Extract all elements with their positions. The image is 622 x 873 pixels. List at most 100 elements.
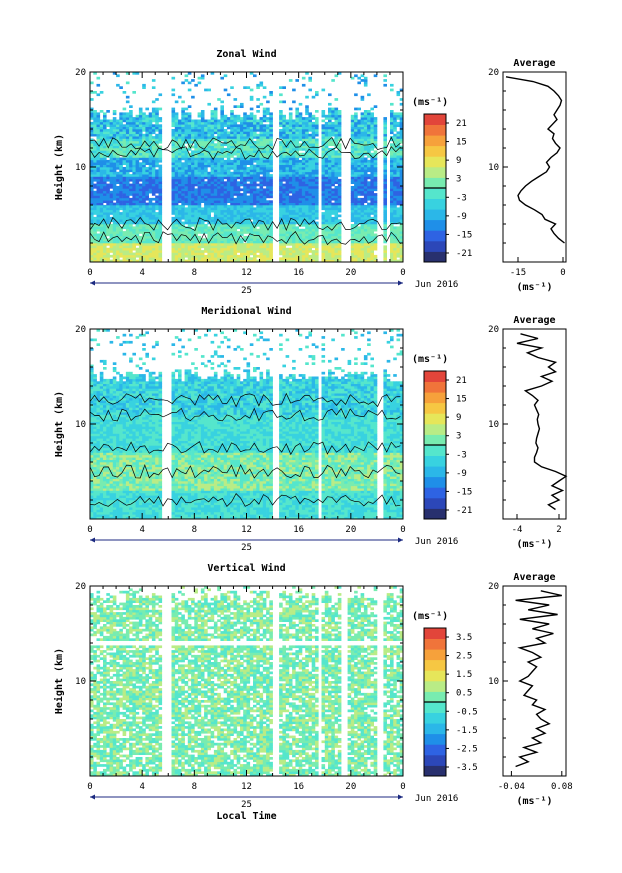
- heatmap-cell: [321, 195, 326, 199]
- heatmap-cell: [292, 240, 296, 244]
- heatmap-cell: [178, 186, 182, 189]
- heatmap-cell: [295, 183, 299, 187]
- heatmap-cell: [194, 245, 198, 249]
- heatmap-cell: [279, 207, 283, 211]
- heatmap-cell: [106, 247, 110, 251]
- heatmap-cell: [197, 254, 202, 258]
- heatmap-cell: [230, 176, 234, 180]
- heatmap-cell: [383, 121, 387, 125]
- heatmap-cell: [148, 148, 153, 151]
- heatmap-cell: [357, 212, 361, 215]
- heatmap-cell: [370, 216, 374, 220]
- heatmap-cell: [194, 243, 198, 246]
- heatmap-cell: [324, 176, 329, 180]
- heatmap-cell: [311, 181, 316, 184]
- heatmap-cell: [109, 145, 114, 149]
- heatmap-cell: [334, 257, 339, 260]
- heatmap-cell: [269, 121, 273, 125]
- heatmap-cell: [112, 72, 117, 75]
- heatmap-cell: [357, 148, 361, 151]
- heatmap-cell: [210, 157, 215, 161]
- heatmap-cell: [145, 150, 149, 154]
- heatmap-cell: [122, 212, 127, 215]
- heatmap-cell: [204, 205, 208, 208]
- heatmap-cell: [285, 259, 290, 263]
- heatmap-cell: [220, 188, 224, 192]
- heatmap-cell: [112, 176, 117, 180]
- heatmap-cell: [354, 221, 358, 225]
- heatmap-cell: [334, 152, 339, 156]
- heatmap-cell: [99, 238, 104, 241]
- heatmap-cell: [132, 245, 136, 249]
- heatmap-cell: [181, 205, 185, 208]
- heatmap-cell: [207, 250, 211, 253]
- heatmap-cell: [158, 157, 163, 161]
- heatmap-cell: [282, 233, 286, 237]
- heatmap-cell: [295, 238, 299, 241]
- heatmap-cell: [119, 254, 123, 258]
- heatmap-cell: [96, 247, 101, 251]
- heatmap-cell: [204, 231, 208, 234]
- heatmap-cell: [148, 200, 153, 203]
- heatmap-cell: [99, 171, 104, 175]
- heatmap-cell: [129, 126, 133, 130]
- heatmap-cell: [331, 228, 335, 232]
- heatmap-cell: [243, 212, 247, 215]
- heatmap-cell: [204, 226, 208, 230]
- heatmap-cell: [200, 114, 205, 118]
- heatmap-cell: [142, 243, 146, 246]
- heatmap-cell: [187, 167, 192, 170]
- heatmap-cell: [132, 150, 136, 154]
- heatmap-cell: [253, 224, 257, 227]
- heatmap-cell: [116, 150, 120, 154]
- heatmap-cell: [106, 186, 110, 189]
- heatmap-cell: [298, 247, 303, 251]
- heatmap-cell: [328, 159, 332, 163]
- heatmap-cell: [184, 247, 189, 251]
- heatmap-cell: [337, 224, 342, 227]
- heatmap-cell: [249, 178, 254, 182]
- heatmap-cell: [236, 224, 241, 227]
- heatmap-cell: [305, 133, 309, 137]
- heatmap-cell: [334, 98, 339, 101]
- heatmap-cell: [331, 245, 335, 249]
- heatmap-cell: [210, 133, 215, 137]
- heatmap-cell: [308, 88, 312, 92]
- heatmap-cell: [363, 240, 368, 244]
- heatmap-cell: [295, 247, 299, 251]
- heatmap-cell: [308, 186, 312, 189]
- heatmap-cell: [308, 216, 312, 220]
- heatmap-cell: [253, 119, 257, 123]
- heatmap-cell: [305, 188, 309, 192]
- heatmap-cell: [253, 245, 257, 249]
- heatmap-cell: [210, 126, 215, 130]
- heatmap-cell: [207, 193, 211, 196]
- heatmap-cell: [171, 238, 176, 241]
- heatmap-cell: [350, 145, 355, 149]
- heatmap-cell: [132, 188, 136, 192]
- heatmap-cell: [256, 228, 260, 232]
- heatmap-cell: [171, 183, 176, 187]
- heatmap-cell: [269, 209, 273, 213]
- heatmap-cell: [243, 159, 247, 163]
- heatmap-cell: [99, 150, 104, 154]
- heatmap-cell: [171, 159, 176, 163]
- heatmap-cell: [90, 240, 94, 244]
- heatmap-cell: [334, 178, 339, 182]
- heatmap-cell: [230, 145, 234, 149]
- heatmap-cell: [191, 257, 195, 260]
- heatmap-cell: [282, 183, 286, 187]
- heatmap-cell: [337, 219, 342, 222]
- heatmap-cell: [305, 131, 309, 135]
- heatmap-cell: [363, 178, 368, 182]
- heatmap-cell: [249, 88, 254, 92]
- heatmap-cell: [112, 124, 117, 127]
- heatmap-cell: [223, 174, 228, 177]
- heatmap-cell: [324, 169, 329, 173]
- heatmap-cell: [135, 129, 140, 132]
- heatmap-cell: [292, 224, 296, 227]
- heatmap-cell: [383, 178, 387, 182]
- heatmap-cell: [383, 174, 387, 177]
- heatmap-cell: [90, 91, 94, 94]
- heatmap-cell: [357, 159, 361, 163]
